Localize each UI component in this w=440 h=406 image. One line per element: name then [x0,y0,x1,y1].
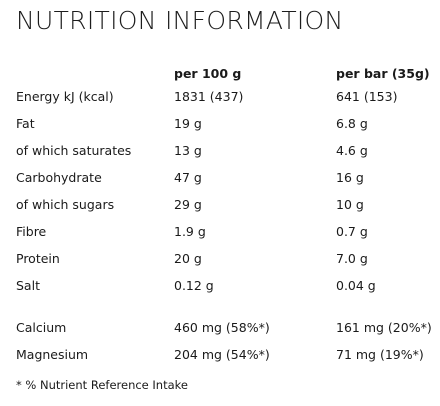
nutrient-label: Fibre [16,224,47,239]
value-per-100g: 460 mg (58%*) [174,320,270,335]
table-row: of which sugars 29 g 10 g [0,196,440,214]
value-per-100g: 1.9 g [174,224,206,239]
nutrient-label: of which saturates [16,143,132,158]
value-per-bar: 71 mg (19%*) [336,347,424,362]
table-row: Energy kJ (kcal) 1831 (437) 641 (153) [0,88,440,106]
nutrient-label: Carbohydrate [16,170,102,185]
table-row: Protein 20 g 7.0 g [0,250,440,268]
nutrient-label: Protein [16,251,60,266]
value-per-bar: 10 g [336,197,364,212]
value-per-100g: 0.12 g [174,278,214,293]
value-per-100g: 1831 (437) [174,89,244,104]
nutrient-label: of which sugars [16,197,115,212]
table-row: Fibre 1.9 g 0.7 g [0,223,440,241]
nutrient-label: Fat [16,116,35,131]
value-per-bar: 0.7 g [336,224,368,239]
nutrient-label: Energy kJ (kcal) [16,89,114,104]
value-per-100g: 47 g [174,170,202,185]
nutrient-label: Salt [16,278,40,293]
value-per-bar: 16 g [336,170,364,185]
table-row: Salt 0.12 g 0.04 g [0,277,440,295]
table-row: Magnesium 204 mg (54%*) 71 mg (19%*) [0,346,440,364]
footnote: * % Nutrient Reference Intake [16,378,188,392]
value-per-bar: 161 mg (20%*) [336,320,432,335]
table-row: Carbohydrate 47 g 16 g [0,169,440,187]
value-per-100g: 204 mg (54%*) [174,347,270,362]
nutrient-label: Magnesium [16,347,89,362]
table-row: of which saturates 13 g 4.6 g [0,142,440,160]
value-per-100g: 20 g [174,251,202,266]
value-per-100g: 19 g [174,116,202,131]
value-per-100g: 13 g [174,143,202,158]
value-per-bar: 0.04 g [336,278,376,293]
page-title: NUTRITION INFORMATION [16,6,344,35]
value-per-bar: 641 (153) [336,89,398,104]
table-row: Fat 19 g 6.8 g [0,115,440,133]
table-row: Calcium 460 mg (58%*) 161 mg (20%*) [0,319,440,337]
value-per-bar: 7.0 g [336,251,368,266]
value-per-bar: 4.6 g [336,143,368,158]
nutrient-label: Calcium [16,320,67,335]
column-header-per-bar: per bar (35g) [336,66,430,81]
value-per-bar: 6.8 g [336,116,368,131]
value-per-100g: 29 g [174,197,202,212]
column-header-per-100g: per 100 g [174,66,242,81]
